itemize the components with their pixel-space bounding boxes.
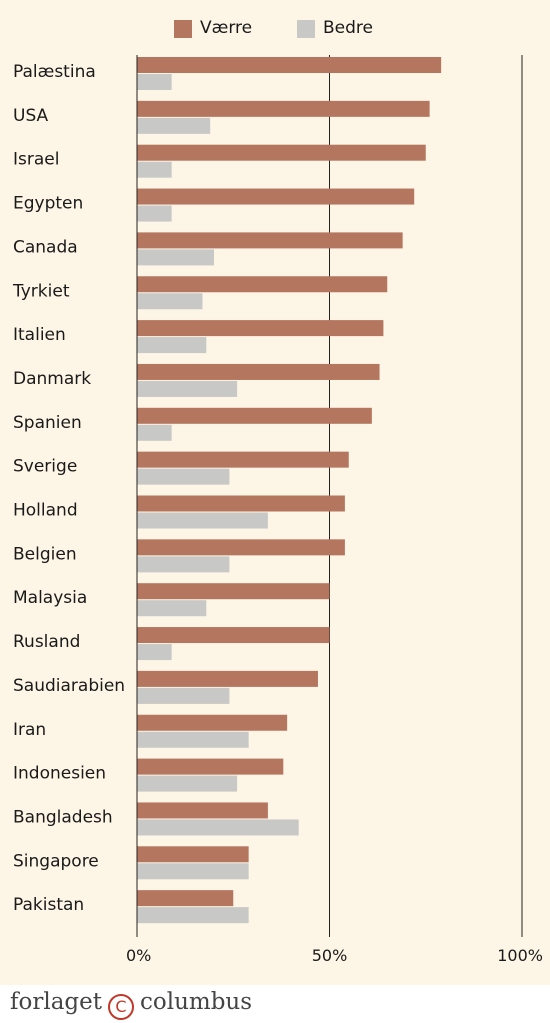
category-label: Spanien (13, 413, 82, 433)
brand-text-left: forlaget (10, 989, 102, 1015)
category-label: Israel (13, 150, 59, 170)
bar-tyrkiet-bedre (137, 293, 203, 310)
bar-sverige-vaerre (137, 451, 349, 468)
bar-danmark-vaerre (137, 363, 380, 380)
category-label: Pakistan (13, 895, 84, 915)
bar-saudiarabien-vaerre (137, 670, 318, 687)
category-label: Bangladesh (13, 807, 113, 827)
category-label: Tyrkiet (12, 281, 70, 301)
bar-egypten-vaerre (137, 188, 415, 205)
bar-rusland-bedre (137, 644, 172, 661)
bar-italien-vaerre (137, 320, 384, 337)
bar-usa-bedre (137, 117, 211, 134)
x-tick-label: 50% (312, 946, 348, 965)
bar-chart: Palæstina USA Israel Egypten Canada Tyrkiet It… (12, 55, 543, 965)
bar-spanien-bedre (137, 424, 172, 441)
bar-bangladesh-vaerre (137, 802, 268, 819)
bar-italien-bedre (137, 337, 207, 354)
category-label: Danmark (13, 369, 91, 389)
category-label: Palæstina (13, 62, 96, 82)
category-label: Rusland (13, 632, 80, 652)
bar-sverige-bedre (137, 468, 230, 485)
category-label: Iran (13, 720, 46, 740)
bar-bangladesh-bedre (137, 819, 299, 836)
bar-malaysia-bedre (137, 600, 207, 617)
bar-palæstina-bedre (137, 74, 172, 90)
bar-indonesien-vaerre (137, 758, 284, 775)
bar-palæstina-vaerre (137, 57, 442, 73)
category-label: Canada (13, 237, 78, 257)
bar-holland-vaerre (137, 495, 345, 512)
category-label: Singapore (13, 851, 99, 871)
category-label: Indonesien (13, 764, 106, 784)
brand-text-right: columbus (140, 989, 253, 1015)
category-label: Saudiarabien (13, 676, 125, 696)
legend-swatch-bedre (297, 20, 315, 38)
legend-label-bedre: Bedre (323, 18, 373, 38)
bar-pakistan-vaerre (137, 890, 234, 907)
bar-saudiarabien-bedre (137, 687, 230, 704)
category-label: Italien (13, 325, 66, 345)
x-tick-label: 100% (497, 946, 543, 965)
bar-belgien-bedre (137, 556, 230, 573)
bar-singapore-bedre (137, 863, 249, 880)
bar-israel-vaerre (137, 144, 426, 161)
bar-usa-vaerre (137, 100, 430, 117)
bar-iran-bedre (137, 731, 249, 748)
category-label: Holland (13, 501, 78, 521)
bar-rusland-vaerre (137, 627, 330, 644)
bar-singapore-vaerre (137, 846, 249, 863)
bar-spanien-vaerre (137, 407, 372, 424)
x-tick-label: 0% (126, 946, 151, 965)
bar-pakistan-bedre (137, 907, 249, 924)
bar-israel-bedre (137, 161, 172, 178)
category-label: USA (13, 106, 49, 126)
bar-iran-vaerre (137, 714, 288, 731)
bar-holland-bedre (137, 512, 268, 529)
bar-egypten-bedre (137, 205, 172, 222)
bar-indonesien-bedre (137, 775, 238, 792)
bar-canada-vaerre (137, 232, 403, 249)
bar-canada-bedre (137, 249, 214, 266)
category-label: Belgien (13, 544, 77, 564)
legend-label-vaerre: Værre (200, 18, 253, 38)
category-label: Egypten (13, 194, 83, 214)
bar-belgien-vaerre (137, 539, 345, 556)
copyright-circle-icon: C (108, 994, 134, 1020)
category-label: Sverige (13, 457, 77, 477)
bar-malaysia-vaerre (137, 583, 330, 600)
legend-swatch-vaerre (174, 20, 192, 38)
bar-tyrkiet-vaerre (137, 276, 388, 293)
bar-danmark-bedre (137, 380, 238, 397)
category-label: Malaysia (13, 588, 87, 608)
